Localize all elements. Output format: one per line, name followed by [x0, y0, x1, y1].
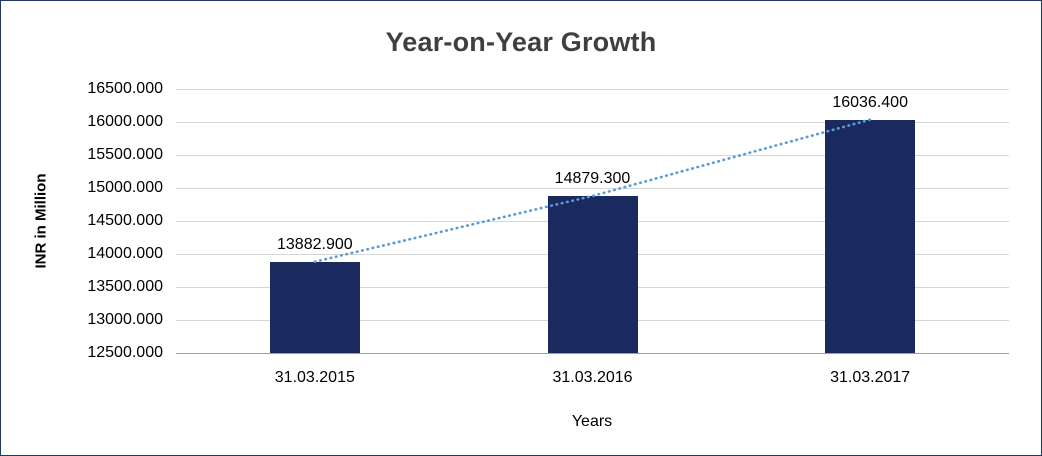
x-tick-label: 31.03.2015 [274, 369, 355, 386]
gridline [176, 88, 1009, 90]
x-tick-label: 31.03.2016 [552, 369, 633, 386]
bar-value-label: 16036.400 [832, 93, 908, 111]
y-tick-label: 14000.000 [87, 245, 163, 262]
x-tick-label: 31.03.2017 [830, 369, 911, 386]
gridline [176, 352, 1009, 354]
bar-value-label: 14879.300 [554, 169, 631, 187]
y-tick-label: 12500.000 [87, 344, 163, 361]
y-tick-label: 15000.000 [87, 179, 163, 196]
x-axis-title: Years [571, 413, 613, 430]
bar [547, 195, 638, 353]
y-tick-label: 13000.000 [87, 311, 163, 328]
y-tick-label: 16000.000 [87, 113, 163, 130]
y-tick-label: 13500.000 [87, 278, 163, 295]
y-axis-title: INR in Million [32, 173, 50, 269]
y-tick-label: 16500.000 [87, 80, 163, 97]
bar-value-label: 13882.900 [277, 235, 353, 253]
bar [825, 119, 916, 353]
y-tick-label: 15500.000 [87, 146, 163, 163]
y-tick-label: 14500.000 [87, 212, 163, 229]
chart-title: Year-on-Year Growth [385, 27, 657, 57]
bar [269, 261, 360, 353]
